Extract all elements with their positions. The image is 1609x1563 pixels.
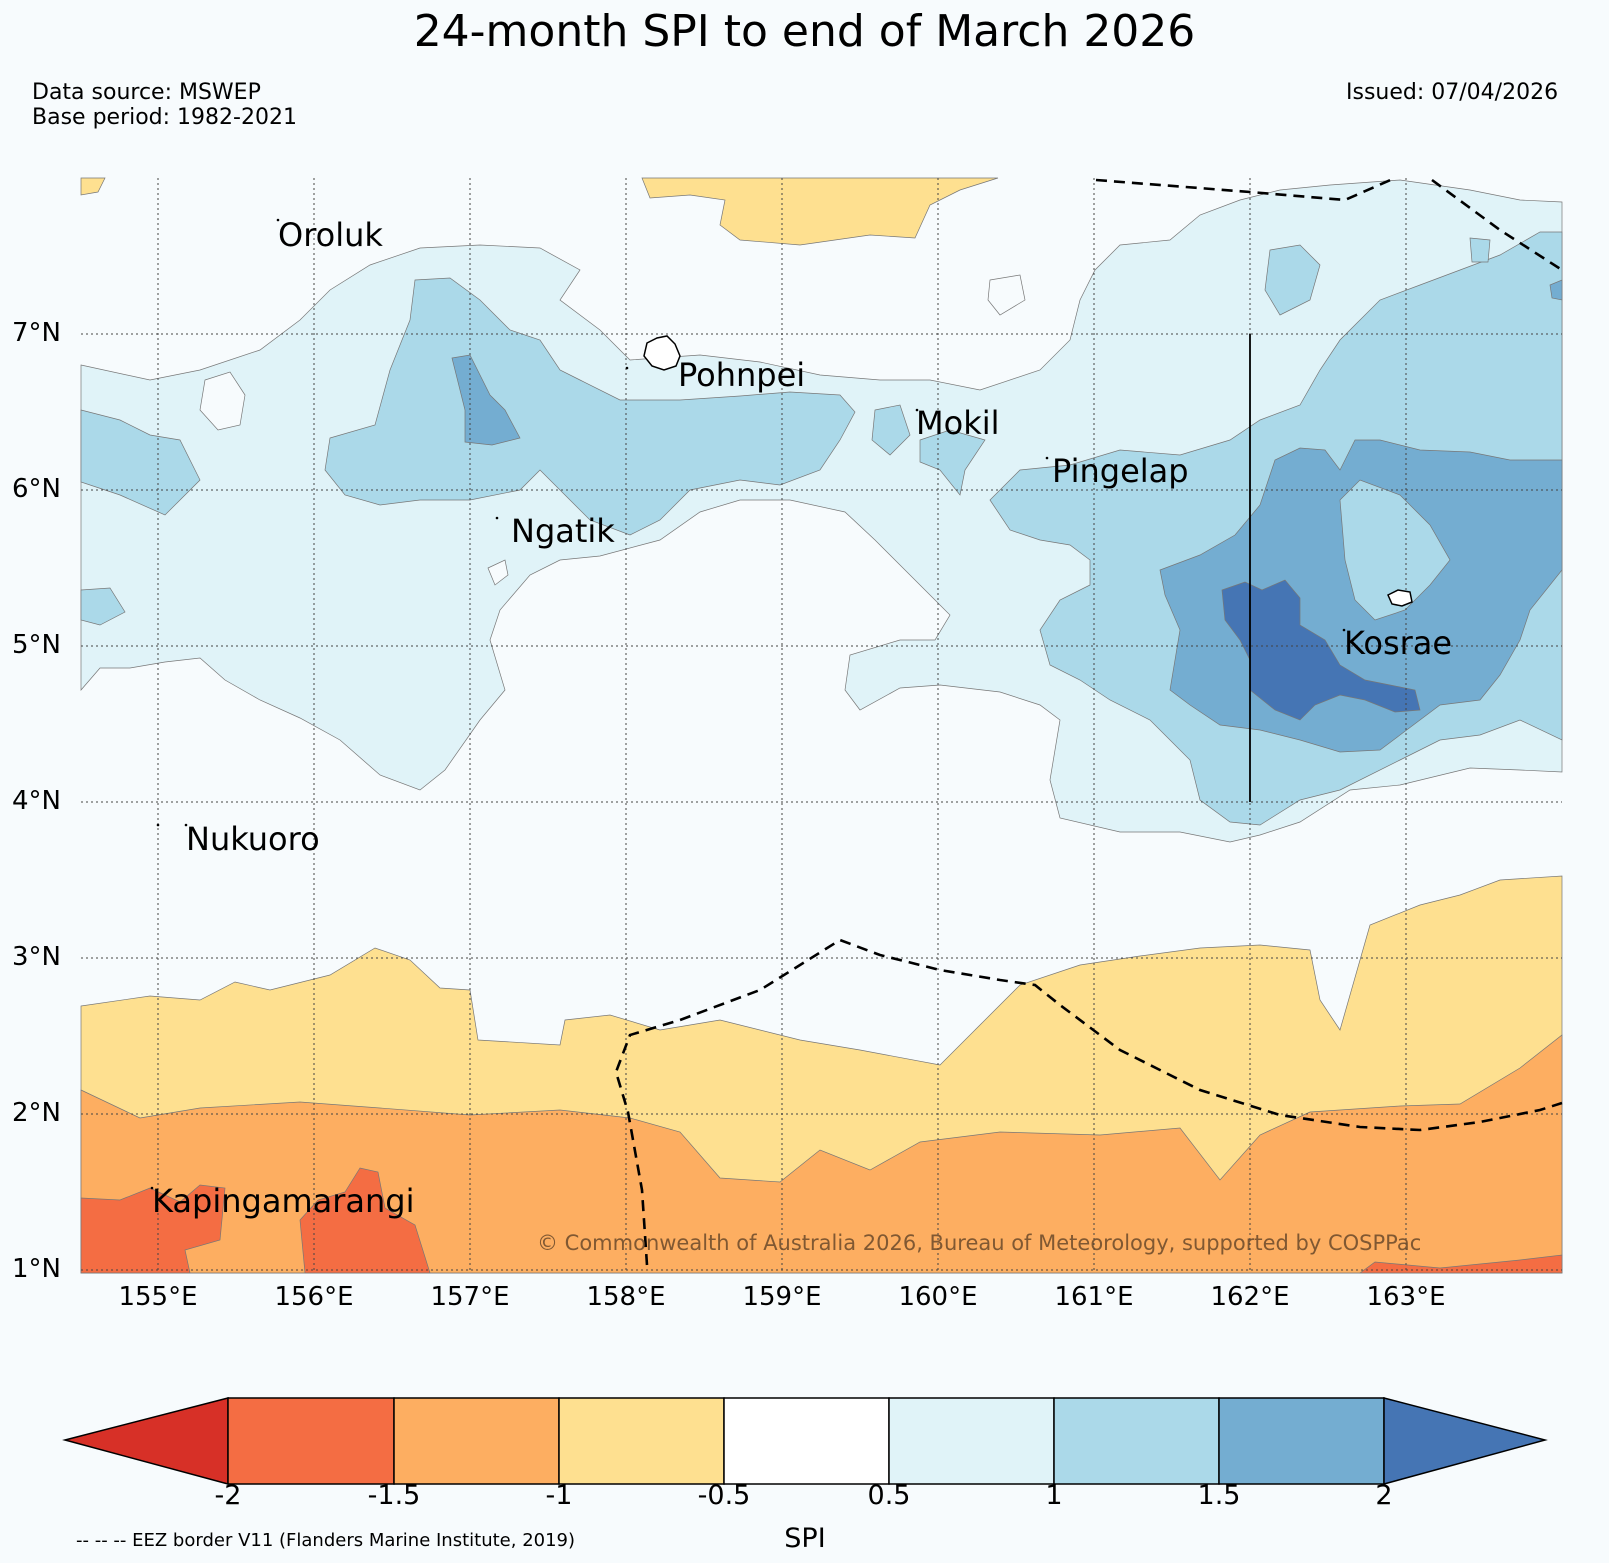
spi-zone-wet-severe [80, 409, 201, 516]
spi-zone-wet-severe [80, 587, 126, 626]
colorbar-segment [723, 1397, 890, 1485]
colorbar-segment [888, 1397, 1055, 1485]
place-label-pingelap: Pingelap [1052, 452, 1189, 490]
spi-zone-dry-moderate [641, 177, 999, 246]
colorbar-segment [1053, 1397, 1220, 1485]
colorbar-tick: 1.5 [1197, 1480, 1241, 1511]
place-label-kapingamarangi: Kapingamarangi [152, 1182, 415, 1220]
lon-label: 158°E [586, 1282, 666, 1312]
map-title: 24-month SPI to end of March 2026 [413, 6, 1196, 57]
spi-zone-wet-severe [1264, 244, 1321, 316]
spi-zone-wet-severe [919, 429, 986, 496]
colorbar-tick: -0.5 [697, 1480, 751, 1511]
spi-zone-dry-extreme [1358, 1254, 1563, 1274]
place-label-oroluk: Oroluk [278, 216, 383, 254]
lat-label: 1°N [12, 1254, 61, 1284]
colorbar-tick: -2 [214, 1480, 242, 1511]
lat-label: 2°N [12, 1098, 61, 1128]
lat-label: 7°N [12, 318, 61, 348]
data-source: Data source: MSWEP [32, 80, 261, 105]
spi-zone-wet-severe [324, 277, 856, 536]
spi-zone-dry-extreme [80, 1184, 226, 1274]
colorbar-tick: -1.5 [367, 1480, 421, 1511]
colorbar-tick: 2 [1375, 1480, 1393, 1511]
spi-zone-wet-very-severe [451, 354, 521, 446]
spi-zone-wet-severe [1469, 237, 1491, 263]
colorbar-tick: -1 [545, 1480, 573, 1511]
lon-label: 157°E [430, 1282, 510, 1312]
colorbar-label: SPI [784, 1523, 826, 1554]
place-label-nukuoro: Nukuoro [186, 820, 320, 858]
lon-label: 155°E [118, 1282, 198, 1312]
graticule [81, 178, 1562, 1273]
colorbar-segment-extreme-wet [1383, 1397, 1548, 1485]
colorbar-segment [1218, 1397, 1385, 1485]
lon-label: 162°E [1210, 1282, 1290, 1312]
place-label-mokil: Mokil [916, 404, 1000, 442]
copyright-notice: © Commonwealth of Australia 2026, Bureau… [537, 1231, 1422, 1255]
spi-zone-near-normal [487, 559, 509, 586]
spi-zone-dry-severe [80, 1034, 1563, 1274]
eez-legend-note: -- -- -- EEZ border V11 (Flanders Marine… [76, 1530, 576, 1551]
lon-label: 156°E [274, 1282, 354, 1312]
lon-label: 161°E [1054, 1282, 1134, 1312]
lon-label: 159°E [742, 1282, 822, 1312]
colorbar [62, 1397, 1548, 1485]
colorbar-segment [393, 1397, 560, 1485]
lat-label: 5°N [12, 630, 61, 660]
colorbar-tick: 1 [1045, 1480, 1063, 1511]
spi-zone-near-normal [987, 274, 1026, 316]
colorbar-segment-extreme-dry [62, 1397, 229, 1485]
lat-label: 3°N [12, 942, 61, 972]
pohnpei-island-icon [643, 335, 681, 371]
spi-zone-wet-very-severe [1549, 279, 1563, 301]
atoll-markers [150, 218, 1346, 1190]
kosrae-island-icon [1387, 589, 1413, 607]
lat-label: 6°N [12, 474, 61, 504]
place-label-ngatik: Ngatik [511, 512, 615, 550]
colorbar-tick: 0.5 [867, 1480, 911, 1511]
spi-zone-wet-severe [871, 404, 911, 456]
colorbar-segment [227, 1397, 395, 1485]
place-label-kosrae: Kosrae [1344, 624, 1453, 662]
spi-zone-dry-moderate [80, 177, 106, 196]
lat-label: 4°N [12, 786, 61, 816]
base-period: Base period: 1982-2021 [32, 105, 297, 130]
issued-date: Issued: 07/04/2026 [1346, 80, 1559, 105]
colorbar-segment [558, 1397, 725, 1485]
eez-border [614, 176, 1563, 1266]
lon-label: 163°E [1366, 1282, 1446, 1312]
spi-zone-dry-extreme [299, 1167, 431, 1274]
place-label-pohnpei: Pohnpei [678, 356, 806, 394]
lon-label: 160°E [898, 1282, 978, 1312]
spi-zone-near-normal [199, 371, 246, 431]
